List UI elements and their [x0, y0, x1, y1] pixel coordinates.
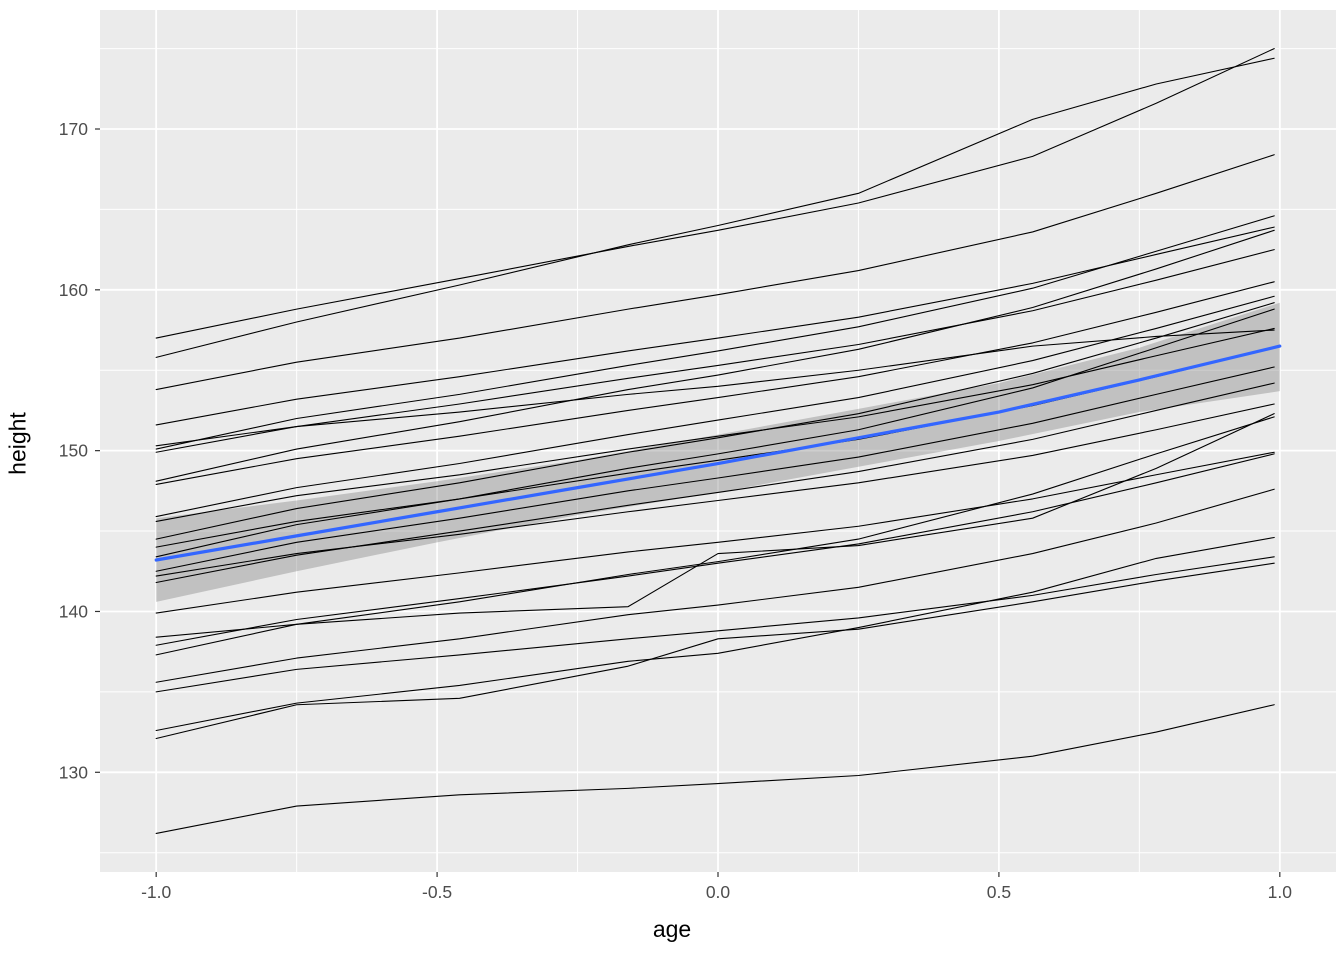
x-tick-label: 0.5: [987, 882, 1011, 902]
growth-line-subject-07: [155, 453, 1275, 646]
growth-line-subject-21: [155, 226, 1275, 426]
y-tick-label: 170: [59, 119, 88, 139]
growth-line-subject-11: [155, 366, 1275, 572]
growth-line-subject-01: [155, 704, 1275, 834]
growth-line-subject-06: [155, 416, 1275, 656]
growth-line-subject-22: [155, 329, 1275, 447]
growth-line-subject-12: [155, 308, 1275, 558]
y-tick-label: 130: [59, 762, 88, 782]
growth-line-subject-10: [155, 403, 1275, 577]
growth-line-subject-14: [155, 302, 1275, 540]
x-tick-label: 1.0: [1268, 882, 1293, 902]
growth-line-subject-23: [155, 154, 1275, 391]
confidence-ribbon: [156, 302, 1280, 602]
growth-line-subject-26: [155, 451, 1275, 614]
smooth-trend-line: [154, 344, 1282, 562]
growth-line-subject-15: [155, 327, 1275, 522]
growth-line-subject-19: [155, 249, 1275, 453]
growth-line-subject-25: [155, 48, 1275, 339]
growth-line-subject-24: [155, 57, 1275, 358]
x-tick-label: 0.0: [706, 882, 731, 902]
x-tick-label: -1.0: [141, 882, 171, 902]
y-tick-label: 140: [59, 601, 88, 621]
growth-line-subject-02: [155, 562, 1275, 740]
growth-line-subject-08: [155, 413, 1275, 638]
growth-line-subject-05: [155, 488, 1275, 683]
y-tick-label: 160: [59, 280, 88, 300]
growth-line-subject-03: [155, 536, 1275, 732]
growth-line-subject-17: [155, 281, 1275, 485]
y-tick-label: 150: [59, 441, 88, 461]
growth-line-subject-04: [155, 556, 1275, 693]
growth-line-subject-18: [155, 229, 1275, 482]
x-tick-label: -0.5: [422, 882, 452, 902]
